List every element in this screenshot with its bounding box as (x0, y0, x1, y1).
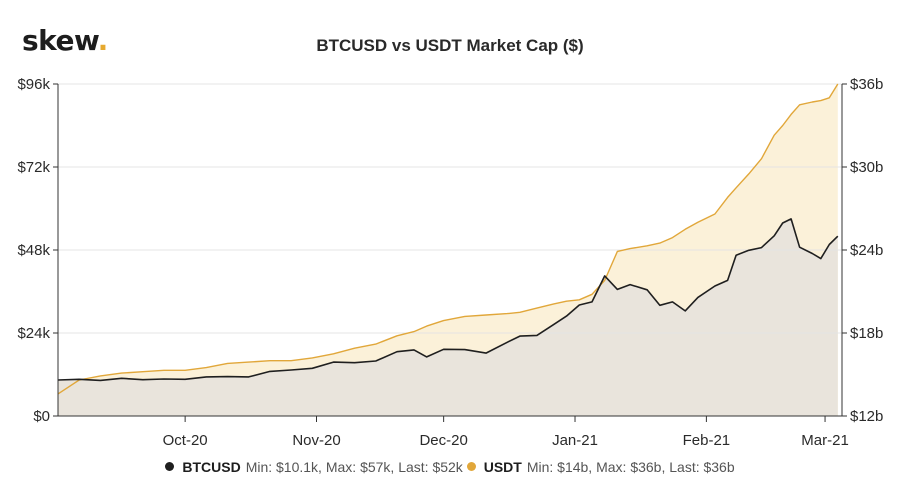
x-tick-label: Feb-21 (683, 432, 731, 449)
skew-logo: skew. (22, 24, 108, 57)
legend-item-btcusd[interactable]: BTCUSD Min: $10.1k, Max: $57k, Last: $52… (165, 458, 463, 475)
legend-stats-usdt: Min: $14b, Max: $36b, Last: $36b (526, 458, 735, 475)
y-left-tick-label: $48k (17, 242, 50, 259)
x-tick-label: Mar-21 (801, 432, 849, 449)
legend-stats-btcusd: Min: $10.1k, Max: $57k, Last: $52k (245, 458, 463, 475)
y-right-tick-label: $36b (850, 76, 883, 93)
y-left-tick-label: $72k (17, 159, 50, 176)
series-line-usdt (57, 83, 839, 395)
legend-name-btcusd: BTCUSD (182, 458, 241, 475)
legend-name-usdt: USDT (483, 458, 522, 475)
usdt-legend-marker (466, 462, 476, 471)
legend: BTCUSD Min: $10.1k, Max: $57k, Last: $52… (0, 458, 900, 475)
logo-text: skew (22, 24, 98, 57)
y-right-tick-label: $30b (850, 159, 883, 176)
y-left-tick-label: $0 (33, 408, 50, 425)
legend-item-usdt[interactable]: USDT Min: $14b, Max: $36b, Last: $36b (466, 458, 735, 475)
btcusd-legend-marker (165, 462, 175, 471)
y-left-tick-label: $24k (17, 325, 50, 342)
logo-dot: . (97, 24, 109, 57)
x-tick-label: Dec-20 (419, 432, 467, 449)
x-tick-label: Oct-20 (163, 432, 208, 449)
y-right-tick-label: $24b (850, 242, 883, 259)
series-line-btcusd (57, 218, 839, 382)
x-tick-label: Nov-20 (292, 432, 340, 449)
y-right-tick-label: $18b (850, 325, 883, 342)
series-area-btcusd (58, 218, 838, 416)
y-left-tick-label: $96k (17, 76, 50, 93)
x-tick-label: Jan-21 (552, 432, 598, 449)
y-right-tick-label: $12b (850, 408, 883, 425)
chart-title: BTCUSD vs USDT Market Cap ($) (316, 36, 584, 55)
